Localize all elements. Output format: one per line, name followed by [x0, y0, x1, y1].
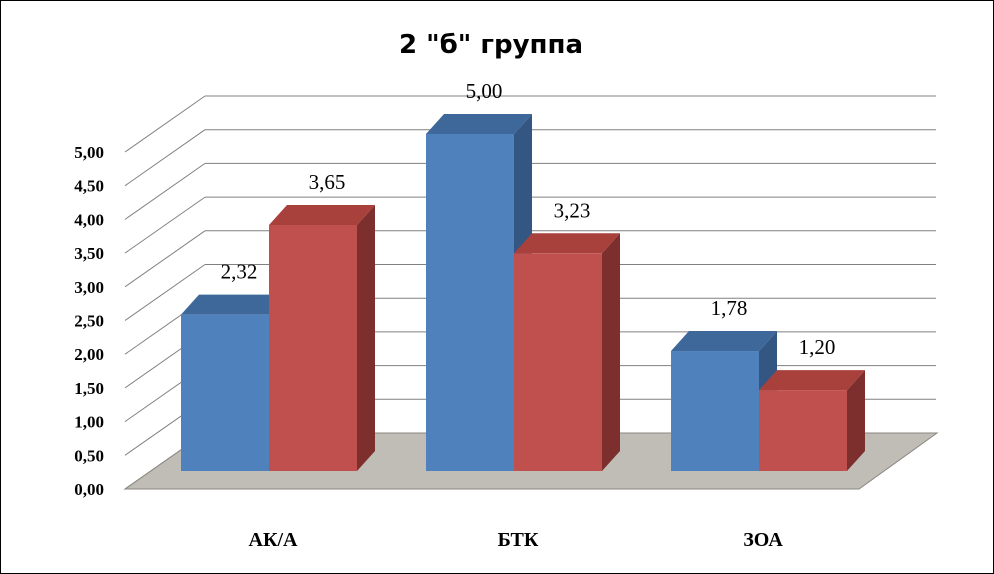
data-label: 1,20: [799, 335, 836, 359]
y-tick-label: 4,00: [74, 210, 104, 229]
y-tick-label: 0,00: [74, 480, 104, 499]
side-gridline: [124, 129, 206, 187]
data-label: 2,32: [221, 260, 258, 284]
x-tick-label: БТК: [498, 529, 539, 551]
y-tick-label: 5,00: [74, 143, 104, 162]
side-gridline: [124, 95, 206, 153]
bar-top: [181, 294, 287, 315]
side-gridline: [124, 230, 206, 288]
bar: [759, 370, 865, 471]
bar-side: [357, 204, 375, 472]
bar-front: [759, 390, 847, 471]
bar: [269, 204, 375, 472]
y-tick-label: 2,50: [74, 312, 104, 331]
y-tick-label: 1,00: [74, 413, 104, 432]
bar-top: [269, 204, 375, 225]
y-tick-label: 4,50: [74, 177, 104, 196]
bar-side: [847, 370, 865, 471]
bar-top: [759, 370, 865, 391]
x-tick-label: ЗОА: [743, 529, 783, 551]
y-tick-label: 3,00: [74, 278, 104, 297]
side-gridline: [124, 264, 206, 321]
side-gridline: [124, 162, 206, 220]
bar-top: [514, 233, 620, 254]
bar-front: [514, 253, 602, 471]
bar: [514, 233, 620, 471]
data-label: 3,65: [309, 170, 346, 194]
y-tick-label: 3,50: [74, 244, 104, 263]
bar-front: [671, 351, 759, 471]
data-label: 1,78: [711, 296, 748, 320]
labels: 0,00 0,50 1,00 1,50 2,00 2,50 3,00 3,50 4,00 4,50…: [74, 79, 835, 551]
y-tick-label: 0,50: [74, 446, 104, 465]
bar-front: [269, 224, 357, 471]
side-gridline: [124, 196, 206, 254]
data-label: 5,00: [466, 79, 503, 103]
y-tick-label: 1,50: [74, 379, 104, 398]
bar-top: [426, 114, 532, 134]
bar-front: [426, 134, 514, 471]
chart-title: 2 "б" группа: [399, 30, 583, 60]
bar-front: [181, 314, 269, 471]
bar-side: [602, 233, 620, 471]
y-tick-label: 2,00: [74, 345, 104, 364]
bars: [181, 114, 865, 472]
bar-top: [671, 331, 777, 352]
x-tick-label: АК/А: [249, 529, 299, 551]
data-label: 3,23: [554, 198, 591, 222]
